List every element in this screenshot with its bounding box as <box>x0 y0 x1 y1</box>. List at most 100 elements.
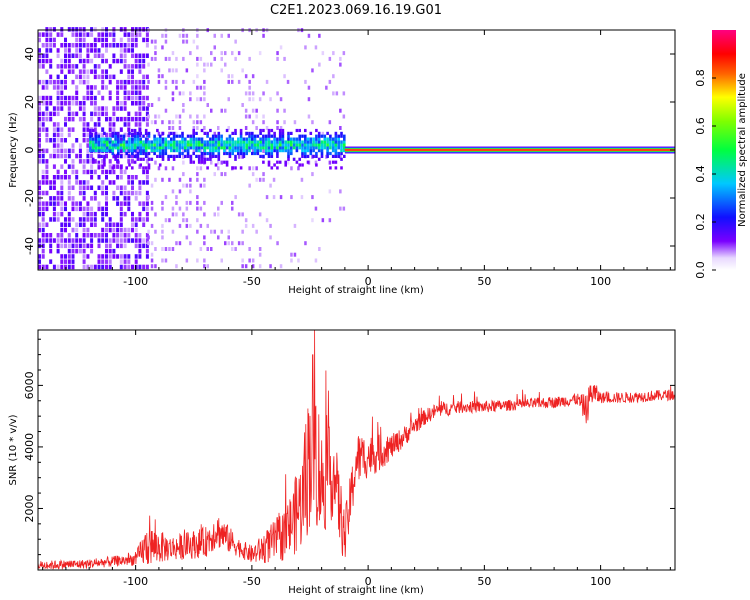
heatmap-cell <box>67 211 71 217</box>
heatmap-cell <box>112 53 116 58</box>
heatmap-cell <box>93 106 97 111</box>
heatmap-cell <box>56 211 60 217</box>
heatmap-cell <box>90 116 94 122</box>
heatmap-cell <box>307 114 311 119</box>
heatmap-cell <box>164 39 168 44</box>
heatmap-cell <box>293 120 297 125</box>
heatmap-cell <box>138 233 142 238</box>
heatmap-cell <box>91 140 95 144</box>
heatmap-cell <box>196 258 199 263</box>
heatmap-cell <box>321 131 325 136</box>
heatmap-cell <box>114 143 117 147</box>
heatmap-cell <box>181 151 184 156</box>
heatmap-cell <box>258 51 262 56</box>
heatmap-cell <box>38 138 41 143</box>
heatmap-cell <box>86 53 90 58</box>
heatmap-cell <box>237 241 241 246</box>
heatmap-cell <box>134 116 138 122</box>
heatmap-cell <box>101 190 105 196</box>
heatmap-cell <box>64 227 67 233</box>
heatmap-cell <box>264 140 268 144</box>
heatmap-cell <box>112 116 116 122</box>
heatmap-cell <box>320 143 324 147</box>
heatmap-cell <box>142 85 146 90</box>
heatmap-cell <box>203 146 207 150</box>
heatmap-cell <box>97 160 101 164</box>
heatmap-cell <box>138 69 142 74</box>
heatmap-cell <box>197 154 201 158</box>
heatmap-cell <box>101 95 105 101</box>
heatmap-cell <box>326 131 329 135</box>
heatmap-cell <box>131 69 134 74</box>
heatmap-cell <box>234 166 237 170</box>
heatmap-cell <box>255 114 258 119</box>
heatmap-cell <box>38 206 41 212</box>
heatmap-cell <box>75 74 79 80</box>
heatmap-cell <box>86 48 90 53</box>
heatmap-cell <box>278 149 282 153</box>
heatmap-cell <box>112 254 116 259</box>
heatmap-cell <box>56 243 60 249</box>
heatmap-cell <box>145 238 149 243</box>
heatmap-cell <box>209 146 212 150</box>
heatmap-cell <box>60 227 64 233</box>
heatmap-cell <box>220 146 223 150</box>
heatmap-cell <box>67 127 71 132</box>
heatmap-cell <box>196 195 199 200</box>
heatmap-cell <box>195 146 198 150</box>
heatmap-cell <box>119 140 123 144</box>
heatmap-cell <box>90 69 94 74</box>
heatmap-cell <box>67 106 71 111</box>
heatmap-cell <box>112 196 116 201</box>
heatmap-cell <box>195 149 198 153</box>
heatmap-cell <box>331 154 335 158</box>
heatmap-cell <box>150 56 154 61</box>
heatmap-cell <box>103 149 106 153</box>
heatmap-cell <box>290 140 293 144</box>
heatmap-cell <box>203 183 206 188</box>
heatmap-cell <box>49 101 53 106</box>
heatmap-cell <box>108 248 112 254</box>
heatmap-cell <box>119 37 123 43</box>
heatmap-cell <box>214 137 218 141</box>
heatmap-cell <box>38 211 41 217</box>
heatmap-cell <box>111 134 115 138</box>
heatmap-cell <box>203 212 206 217</box>
heatmap-cell <box>90 43 94 48</box>
heatmap-cell <box>97 254 101 259</box>
heatmap-cell <box>262 177 265 182</box>
heatmap-cell <box>97 140 101 144</box>
heatmap-cell <box>131 37 134 43</box>
heatmap-cell <box>203 149 207 153</box>
heatmap-cell <box>105 190 108 196</box>
heatmap-cell <box>178 120 182 125</box>
heatmap-cell <box>158 137 162 141</box>
heatmap-cell <box>116 175 120 180</box>
heatmap-cell <box>317 146 321 150</box>
heatmap-cell <box>78 37 82 43</box>
heatmap-cell <box>287 154 290 158</box>
heatmap-cell <box>292 137 296 141</box>
heatmap-cell <box>339 108 342 113</box>
heatmap-cell <box>227 79 230 84</box>
heatmap-cell <box>101 238 105 243</box>
heatmap-cell <box>334 146 338 150</box>
heatmap-cell <box>279 264 283 269</box>
heatmap-cell <box>301 151 304 156</box>
heatmap-cell <box>125 143 128 147</box>
heatmap-cell <box>234 39 237 44</box>
heatmap-cell <box>41 243 45 249</box>
heatmap-cell <box>251 137 254 141</box>
heatmap-cell <box>312 154 315 158</box>
heatmap-cell <box>90 58 94 64</box>
heatmap-cell <box>234 157 237 161</box>
heatmap-cell <box>184 143 187 147</box>
heatmap-cell <box>86 254 90 259</box>
heatmap-cell <box>168 177 171 182</box>
heatmap-cell <box>270 149 274 153</box>
heatmap-cell <box>67 111 71 117</box>
heatmap-cell <box>189 241 192 246</box>
heatmap-cell <box>127 43 131 48</box>
heatmap-cell <box>237 151 240 156</box>
heatmap-cell <box>60 153 64 159</box>
